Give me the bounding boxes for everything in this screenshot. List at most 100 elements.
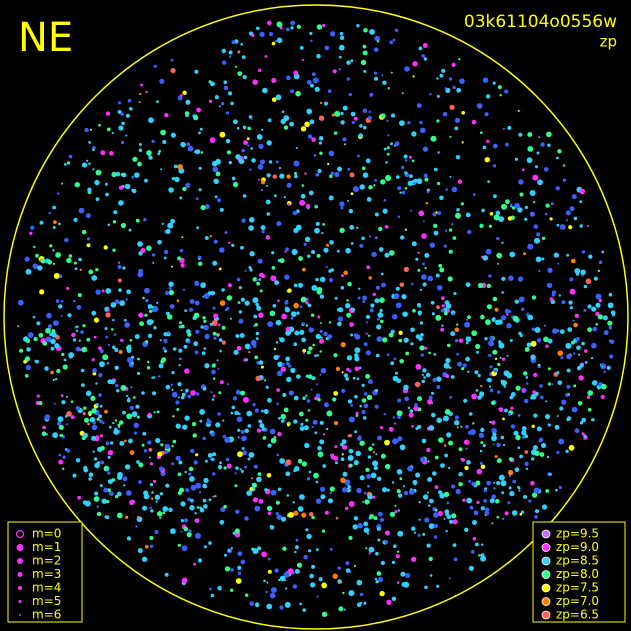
star [339, 35, 345, 40]
star [127, 438, 133, 444]
star [417, 268, 421, 272]
star [126, 289, 131, 295]
star [192, 114, 197, 118]
star [68, 254, 73, 258]
star [485, 319, 491, 326]
star [50, 346, 55, 351]
star [480, 441, 484, 445]
star [299, 46, 304, 50]
star [365, 321, 368, 324]
star [397, 509, 400, 512]
star [451, 223, 454, 226]
star [350, 404, 354, 407]
star [204, 236, 209, 240]
star [480, 384, 483, 388]
star [198, 258, 201, 261]
star [524, 347, 530, 352]
star [511, 510, 518, 516]
star [258, 143, 264, 149]
star [448, 77, 453, 81]
star [345, 506, 349, 511]
star [224, 437, 231, 443]
star [277, 299, 280, 303]
star [547, 367, 551, 371]
star [428, 395, 433, 400]
star [506, 313, 509, 316]
star [269, 32, 273, 36]
star [206, 418, 210, 422]
star [319, 329, 323, 333]
star [96, 417, 100, 421]
star [278, 416, 281, 420]
star [461, 458, 465, 462]
star [557, 380, 563, 386]
star [37, 265, 43, 271]
star [464, 527, 469, 532]
star [566, 416, 572, 421]
star [467, 315, 471, 319]
star [184, 368, 190, 374]
star [307, 409, 311, 412]
star [114, 299, 120, 305]
star [449, 396, 452, 399]
star [111, 328, 114, 331]
star [480, 131, 483, 134]
star [500, 435, 505, 440]
star [233, 349, 239, 355]
star [501, 276, 506, 281]
star [368, 276, 372, 280]
star [492, 143, 498, 149]
star [452, 519, 458, 525]
star [410, 488, 413, 491]
star [355, 411, 359, 415]
star [82, 412, 86, 416]
star [537, 179, 543, 186]
star [446, 501, 450, 505]
star [241, 148, 245, 153]
star [341, 487, 348, 493]
star [308, 190, 314, 196]
star [346, 299, 349, 302]
star [74, 267, 78, 271]
star [92, 148, 95, 152]
star [109, 150, 114, 156]
star [547, 143, 551, 147]
star [404, 159, 408, 162]
star [105, 441, 110, 446]
star [52, 378, 55, 382]
star [152, 376, 156, 379]
star [276, 453, 280, 457]
star [334, 461, 338, 465]
star [198, 166, 202, 170]
star [225, 457, 230, 462]
star [492, 81, 496, 85]
star [316, 53, 321, 59]
star [491, 494, 497, 500]
star [144, 313, 148, 317]
star [480, 506, 485, 511]
star [369, 235, 372, 238]
star [340, 274, 344, 278]
star [311, 285, 318, 291]
star [179, 94, 183, 97]
star [395, 554, 400, 559]
star [362, 295, 367, 301]
star [561, 300, 566, 305]
star [265, 199, 271, 205]
star [247, 457, 251, 461]
star [258, 278, 262, 281]
star [491, 522, 494, 525]
star [272, 304, 277, 308]
star [123, 439, 127, 443]
star [345, 561, 350, 566]
star [46, 312, 52, 319]
star [229, 317, 232, 320]
star [98, 373, 103, 378]
star [573, 322, 578, 328]
star [569, 306, 573, 310]
star [411, 241, 417, 247]
star [423, 376, 426, 379]
star [47, 259, 52, 265]
star [40, 258, 46, 264]
star [421, 274, 427, 280]
